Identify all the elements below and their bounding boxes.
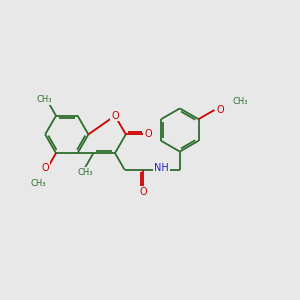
Text: CH₃: CH₃: [31, 179, 46, 188]
Text: CH₃: CH₃: [232, 98, 248, 106]
Text: CH₃: CH₃: [37, 95, 52, 104]
Text: O: O: [111, 111, 119, 121]
Text: O: O: [41, 163, 49, 172]
Text: NH: NH: [154, 164, 169, 173]
Text: O: O: [217, 105, 224, 115]
Text: O: O: [144, 129, 152, 140]
Text: CH₃: CH₃: [77, 167, 93, 176]
Text: O: O: [139, 187, 147, 197]
